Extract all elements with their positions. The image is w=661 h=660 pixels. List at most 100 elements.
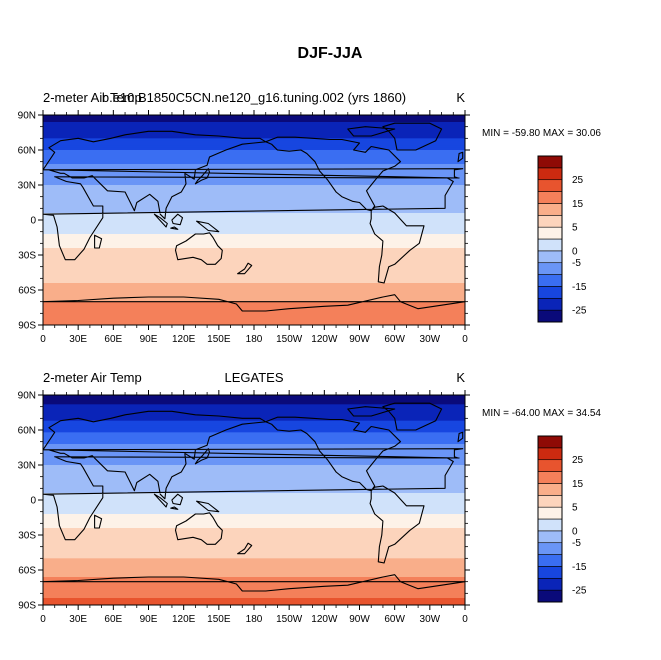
colorbar-label: -15	[572, 562, 587, 573]
field-band	[43, 152, 465, 156]
field-band	[43, 579, 465, 583]
field-band	[43, 168, 465, 172]
field-band	[43, 535, 465, 538]
min-max-readout: MIN = -59.80 MAX = 30.06	[482, 128, 601, 139]
field-band	[43, 495, 465, 499]
field-band	[43, 528, 465, 531]
colorbar-label: -25	[572, 586, 587, 597]
field-band	[43, 234, 465, 237]
max-label: MAX =	[543, 128, 573, 139]
field-band	[43, 243, 465, 247]
field-band	[43, 570, 465, 573]
field-band	[43, 238, 465, 242]
field-band	[43, 140, 465, 144]
colorbar-box	[537, 155, 563, 169]
colorbar-label: 15	[572, 479, 584, 490]
field-band	[43, 126, 465, 130]
y-tick-label: 0	[30, 496, 36, 507]
field-band	[43, 598, 465, 601]
field-band	[43, 306, 465, 310]
field-band	[43, 472, 465, 475]
colorbar-label: 0	[572, 526, 578, 537]
colorbar-box	[537, 238, 563, 252]
x-tick-label: 30E	[69, 614, 87, 625]
field-band	[43, 301, 465, 305]
field-band	[43, 311, 465, 314]
panel-units: K	[456, 370, 465, 385]
field-band	[43, 189, 465, 193]
colorbar-box	[537, 577, 563, 591]
colorbar-box	[537, 435, 563, 449]
field-band	[43, 292, 465, 296]
temperature-field	[43, 395, 465, 605]
field-band	[43, 182, 465, 186]
field-band	[43, 409, 465, 412]
field-band	[43, 427, 465, 431]
field-band	[43, 586, 465, 590]
colorbar-box	[537, 179, 563, 192]
colorbar-box	[537, 566, 563, 579]
coastline	[43, 122, 465, 312]
field-band	[43, 418, 465, 422]
x-tick-label: 120E	[172, 614, 196, 625]
colorbar-label: -25	[572, 306, 587, 317]
field-band	[43, 549, 465, 552]
field-band	[43, 259, 465, 263]
figure-title: DJF-JJA	[298, 45, 363, 62]
y-tick-label: 90N	[18, 111, 36, 122]
field-band	[43, 558, 465, 562]
field-band	[43, 318, 465, 321]
colorbar-box	[537, 191, 563, 204]
field-band	[43, 248, 465, 251]
field-band	[43, 446, 465, 450]
field-band	[43, 544, 465, 548]
max-value: 30.06	[576, 128, 601, 139]
field-band	[43, 129, 465, 132]
y-tick-label: 30N	[18, 461, 36, 472]
field-band	[43, 213, 465, 216]
field-band	[43, 584, 465, 587]
field-band	[43, 581, 465, 585]
field-band	[43, 600, 465, 604]
x-tick-label: 30W	[420, 614, 441, 625]
colorbar-box	[537, 286, 563, 299]
field-band	[43, 203, 465, 207]
x-tick-label: 60E	[104, 614, 122, 625]
colorbar-box	[537, 530, 563, 544]
field-band	[43, 313, 465, 317]
field-band	[43, 474, 465, 478]
field-band	[43, 117, 465, 121]
colorbar-box	[537, 471, 563, 484]
field-band	[43, 308, 465, 312]
x-tick-label: 180	[246, 614, 263, 625]
field-band	[43, 273, 465, 277]
field-band	[43, 138, 465, 142]
x-tick-label: 90E	[140, 334, 158, 345]
field-band	[43, 285, 465, 289]
field-band	[43, 194, 465, 198]
field-band	[43, 271, 465, 275]
field-band	[43, 397, 465, 401]
field-band	[43, 493, 465, 496]
field-band	[43, 574, 465, 578]
x-tick-label: 150E	[207, 334, 231, 345]
colorbar-box	[537, 274, 563, 287]
field-band	[43, 469, 465, 473]
colorbar-box	[537, 250, 563, 264]
field-band	[43, 451, 465, 454]
field-band	[43, 147, 465, 151]
field-band	[43, 525, 465, 529]
colorbar-box	[537, 542, 563, 555]
field-band	[43, 502, 465, 506]
x-tick-label: 30E	[69, 334, 87, 345]
x-tick-label: 150E	[207, 614, 231, 625]
coastline	[43, 402, 465, 592]
temperature-field	[43, 115, 465, 325]
field-band	[43, 556, 465, 559]
field-band	[43, 439, 465, 443]
y-tick-label: 30N	[18, 181, 36, 192]
x-tick-label: 60W	[384, 334, 405, 345]
field-band	[43, 294, 465, 298]
field-band	[43, 166, 465, 170]
field-band	[43, 229, 465, 233]
